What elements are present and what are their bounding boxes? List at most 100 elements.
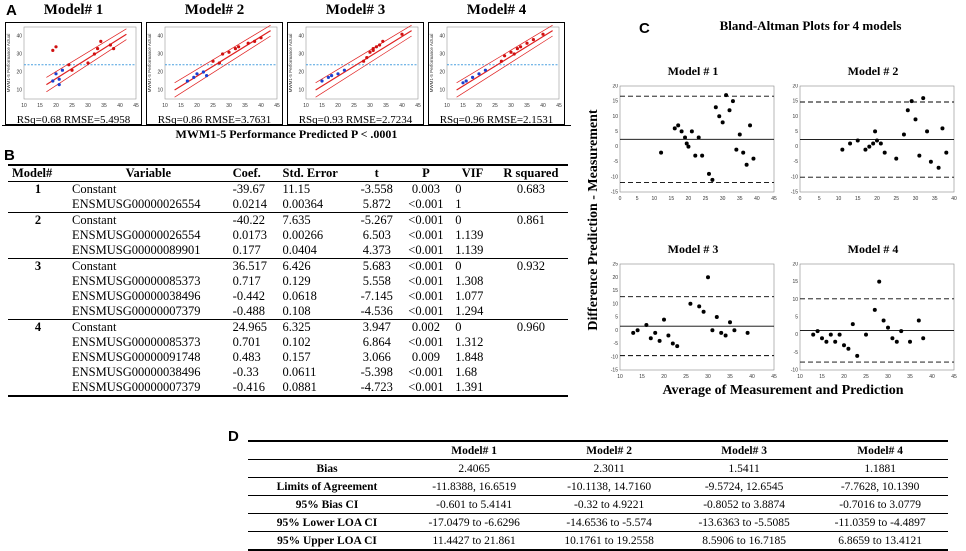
table-cell: ENSMUSG00000085373 [72,274,201,288]
table-cell: <0.001 [408,335,444,349]
table-cell: 1.391 [451,380,494,397]
fit-point-blue [320,79,324,83]
x-tick-label: 30 [913,196,919,202]
ba-point [689,129,694,134]
table-cell: ENSMUSG00000085373 [72,335,201,349]
table-cell: -11.0359 to -4.4897 [812,513,948,532]
ba-point [864,332,868,337]
table-cell: ENSMUSG00000038496 [72,289,201,303]
ba-point [676,123,681,128]
table-cell: 0.0404 [282,243,317,257]
model-3-fit-plot: 10 15 20 25 30 35 40 45 10 20 30 40 MWM1-5 Performan… [288,24,421,109]
x-tick-label: 10 [651,196,657,202]
ba-point [878,141,883,146]
table-cell: 0.177 [232,243,261,257]
table-row: ENSMUSG00000089901 0.177 0.0404 4.373 <0.001… [8,243,568,259]
table-cell: -4.536 [360,304,393,318]
y-tick-label: 15 [612,288,618,294]
fit-point [217,61,221,65]
ba-point [905,108,910,113]
col-header [248,440,406,460]
ba-point [824,339,829,344]
x-tick-label: 40 [929,374,935,380]
ba-point [734,147,739,152]
ba-point [706,171,711,176]
fit-point [515,47,519,51]
table-row: 95% Upper LOA CI 11.4427 to 21.861 10.1761… [248,531,948,551]
fit-point-blue [461,81,465,85]
table-cell: <0.001 [400,212,452,228]
table-row: 4 Constant 24.965 6.325 3.947 0.002 0 0.960 [8,319,568,335]
y-axis-label: MWM1-5 Performance Actual [288,34,293,93]
agreement-table: Model# 1 Model# 2 Model# 3 Model# 4 Bias 2.4… [248,440,948,551]
panel-c-letter: C [639,20,650,37]
col-header: Std. Error [278,164,354,182]
fit-point [211,59,215,63]
ba-point [917,153,922,158]
ba-point [675,344,680,349]
panel-d-letter: D [228,428,239,445]
confidence-lower [174,35,271,98]
ba-point [717,114,722,119]
table-cell: 4.373 [362,243,391,257]
ba-point [662,317,666,322]
fit-point [227,50,231,54]
confidence-lower [456,35,553,98]
plot-frame [799,85,955,193]
y-tick-label: -5 [614,341,619,347]
x-tick-label: 25 [210,103,216,109]
table-cell: ENSMUSG00000038496 [72,365,201,379]
table-cell: 0.002 [400,319,452,335]
fit-point [378,43,382,47]
ba-point [833,339,838,344]
plot-frame [446,26,560,100]
table-cell: 6.8659 to 13.4121 [812,531,948,551]
ba-point [744,162,749,167]
table-cell: 0.0618 [282,289,317,303]
fit-point [112,47,116,51]
x-tick-label: 5 [636,196,639,202]
model-2-fit-title: Model# 2 [184,2,245,18]
fit-point [237,45,241,49]
r-squared: 0.960 [493,319,568,335]
table-row: ENSMUSG00000038496 -0.442 0.0618 -7.145 <0.0… [8,289,568,304]
x-tick-label: 15 [669,196,675,202]
ba-point [916,318,921,323]
x-tick-label: 10 [162,103,168,109]
r-squared [494,274,568,289]
fit-point [96,47,100,51]
table-cell: 2.3011 [542,459,676,478]
table-cell: 36.517 [228,258,279,274]
ba-model-2-plot: 0 5 10 15 20 25 30 35 40 -15 -10 -5 0 5 10 15 20 [791,84,957,202]
x-tick-label: 35 [727,374,733,380]
fit-point [259,36,263,40]
fit-point [371,47,375,51]
x-tick-label: 15 [178,103,184,109]
table-cell: 0.701 [232,335,261,349]
y-tick-label: 5 [795,315,798,321]
row-header: Bias [248,459,406,478]
y-tick-label: -10 [791,368,798,374]
table-row: ENSMUSG00000085373 0.717 0.129 5.558 <0.001 1… [8,274,568,289]
y-tick-label: 30 [16,52,22,58]
table-cell: 1 [455,197,462,211]
fit-point-blue [342,68,346,72]
table-cell: 0.483 [232,350,261,364]
ba-point [811,332,816,337]
row-header: 95% Upper LOA CI [248,531,406,551]
fit-point [541,32,545,36]
r-squared [494,335,568,350]
x-tick-label: 45 [771,374,777,380]
x-tick-label: 25 [893,196,899,202]
ba-point [872,307,877,312]
y-tick-label: 10 [792,114,798,120]
fit-point-blue [51,79,55,83]
table-cell: ENSMUSG00000026554 [72,228,201,242]
x-tick-label: 10 [303,103,309,109]
model-number [8,289,68,304]
table-cell: 0 [451,212,494,228]
y-tick-label: 15 [612,99,618,105]
ba-point [710,328,715,333]
x-tick-label: 25 [492,103,498,109]
y-axis-label: MWM1-5 Performance Actual [147,34,152,93]
